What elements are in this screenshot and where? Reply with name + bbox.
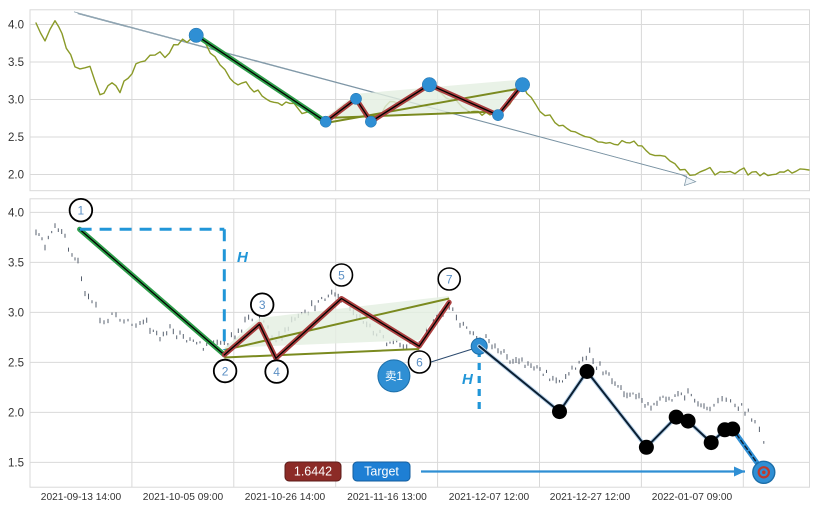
svg-text:5: 5 (338, 269, 345, 283)
svg-text:2.0: 2.0 (8, 407, 24, 419)
svg-text:2021-09-13 14:00: 2021-09-13 14:00 (41, 492, 122, 503)
svg-text:2021-12-27 12:00: 2021-12-27 12:00 (550, 492, 631, 503)
svg-text:6: 6 (416, 356, 423, 370)
svg-text:2021-10-26 14:00: 2021-10-26 14:00 (245, 492, 326, 503)
svg-text:1: 1 (78, 204, 85, 218)
svg-text:1.6442: 1.6442 (294, 465, 332, 479)
svg-text:2021-12-07 12:00: 2021-12-07 12:00 (449, 492, 530, 503)
svg-text:2021-11-16 13:00: 2021-11-16 13:00 (347, 492, 427, 503)
svg-text:2021-10-05 09:00: 2021-10-05 09:00 (143, 492, 224, 503)
svg-text:1.5: 1.5 (8, 457, 24, 469)
svg-text:H: H (462, 371, 474, 388)
svg-text:2022-01-07 09:00: 2022-01-07 09:00 (652, 492, 733, 503)
svg-text:4.0: 4.0 (8, 207, 24, 219)
svg-text:7: 7 (446, 273, 453, 287)
svg-text:4.0: 4.0 (8, 20, 24, 32)
svg-text:卖1: 卖1 (385, 370, 403, 383)
svg-text:4: 4 (273, 365, 280, 379)
svg-text:3.5: 3.5 (8, 257, 24, 269)
svg-text:3.5: 3.5 (8, 57, 24, 69)
svg-text:3: 3 (259, 298, 266, 312)
svg-text:2.0: 2.0 (8, 170, 24, 182)
svg-text:3.0: 3.0 (8, 307, 24, 319)
svg-text:2.5: 2.5 (8, 357, 24, 369)
svg-text:2: 2 (222, 365, 229, 379)
svg-text:Target: Target (364, 465, 399, 479)
svg-text:H: H (237, 249, 249, 266)
svg-text:2.5: 2.5 (8, 132, 24, 144)
svg-text:3.0: 3.0 (8, 95, 24, 107)
